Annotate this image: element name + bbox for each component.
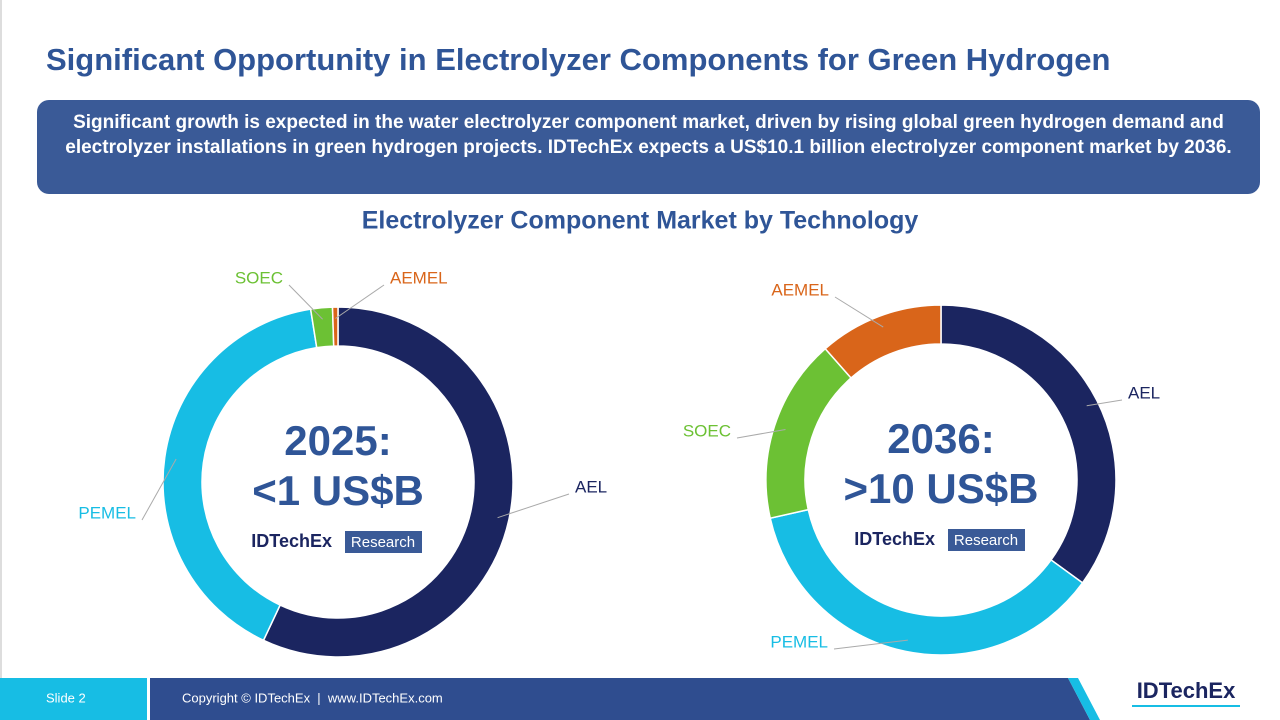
donut-segment xyxy=(765,347,853,520)
segment-label: PEMEL xyxy=(770,632,828,651)
brand-box xyxy=(948,529,1025,551)
brand-box xyxy=(345,531,422,553)
slide-number: Slide 2 xyxy=(46,690,86,705)
donut-segment xyxy=(824,304,942,380)
center-text: >10 US$B xyxy=(844,465,1039,512)
segment-label: AEL xyxy=(1128,383,1160,402)
segment-label: SOEC xyxy=(235,268,283,287)
brand-tag: Research xyxy=(954,532,1018,549)
leader-line xyxy=(1086,399,1123,407)
leader-line xyxy=(335,284,385,319)
footer-accent xyxy=(1068,678,1100,720)
donut-segment xyxy=(262,306,514,658)
brand-name: IDTechEx xyxy=(251,531,332,551)
footer-slide-bg xyxy=(0,678,147,720)
leader-line xyxy=(288,284,323,320)
segment-label: AEL xyxy=(575,477,607,496)
leader-line xyxy=(834,296,884,328)
segment-label: PEMEL xyxy=(78,503,136,522)
segment-label: SOEC xyxy=(683,421,731,440)
center-text: 2025: xyxy=(284,417,391,464)
copyright: Copyright © IDTechEx | www.IDTechEx.com xyxy=(182,690,443,705)
footer-logo: IDTechEx xyxy=(1137,678,1236,703)
brand-tag: Research xyxy=(351,534,415,551)
donut-segment xyxy=(331,306,339,347)
footer-bar xyxy=(150,678,1090,720)
center-text: <1 US$B xyxy=(252,467,424,514)
leader-line xyxy=(833,639,908,650)
leader-line xyxy=(497,493,570,519)
slide-title: Significant Opportunity in Electrolyzer … xyxy=(46,42,1111,77)
chart-title: Electrolyzer Component Market by Technol… xyxy=(362,207,919,235)
donut-segment xyxy=(162,308,318,642)
leader-line xyxy=(736,428,786,439)
brand-name: IDTechEx xyxy=(854,529,935,549)
segment-label: AEMEL xyxy=(390,268,448,287)
center-text: 2036: xyxy=(887,415,994,462)
segment-label: AEMEL xyxy=(771,280,829,299)
summary-box: Significant growth is expected in the wa… xyxy=(37,100,1260,194)
leader-line xyxy=(141,458,177,521)
